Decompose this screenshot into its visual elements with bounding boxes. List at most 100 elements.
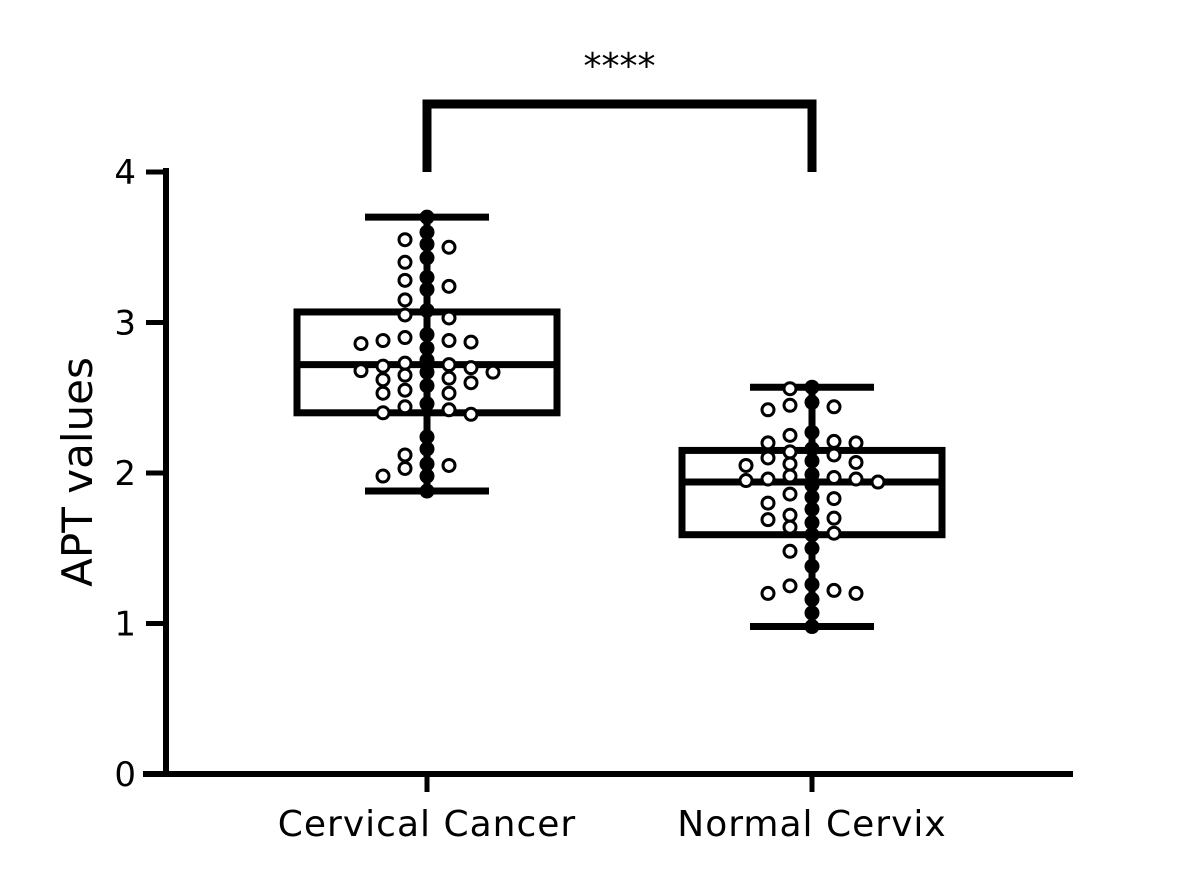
data-point bbox=[375, 358, 391, 374]
data-point bbox=[804, 453, 820, 469]
data-point bbox=[419, 281, 435, 297]
data-point bbox=[463, 375, 479, 391]
y-tick-label: 1 bbox=[114, 605, 136, 645]
data-point bbox=[782, 444, 798, 460]
data-point bbox=[848, 585, 864, 601]
data-point bbox=[397, 272, 413, 288]
data-point bbox=[760, 471, 776, 487]
data-point bbox=[397, 355, 413, 371]
data-point bbox=[419, 236, 435, 252]
data-point bbox=[419, 429, 435, 445]
data-point bbox=[419, 209, 435, 225]
data-point bbox=[397, 382, 413, 398]
data-point bbox=[419, 468, 435, 484]
data-point bbox=[397, 460, 413, 476]
y-tick-label: 2 bbox=[114, 454, 136, 494]
data-point bbox=[804, 527, 820, 543]
data-point bbox=[463, 360, 479, 376]
data-point bbox=[804, 605, 820, 621]
data-point bbox=[419, 364, 435, 380]
data-point bbox=[782, 543, 798, 559]
data-point bbox=[782, 427, 798, 443]
data-point bbox=[804, 619, 820, 635]
data-point bbox=[782, 578, 798, 594]
data-point bbox=[375, 468, 391, 484]
data-point bbox=[419, 396, 435, 412]
data-point bbox=[826, 525, 842, 541]
data-point bbox=[419, 378, 435, 394]
data-point bbox=[441, 239, 457, 255]
x-category-label: Cervical Cancer bbox=[278, 804, 576, 845]
data-point bbox=[826, 582, 842, 598]
data-point bbox=[782, 519, 798, 535]
data-point bbox=[397, 307, 413, 323]
data-point bbox=[760, 402, 776, 418]
data-point bbox=[463, 406, 479, 422]
data-point bbox=[463, 334, 479, 350]
significance-bracket-line bbox=[422, 99, 817, 172]
significance-bracket: **** bbox=[422, 46, 817, 172]
data-point bbox=[760, 450, 776, 466]
significance-label: **** bbox=[584, 46, 656, 87]
data-point bbox=[738, 473, 754, 489]
data-point bbox=[738, 457, 754, 473]
data-point bbox=[397, 447, 413, 463]
data-point bbox=[441, 310, 457, 326]
data-point bbox=[804, 424, 820, 440]
y-tick-label: 4 bbox=[114, 153, 136, 193]
data-point bbox=[848, 454, 864, 470]
data-point bbox=[485, 364, 501, 380]
y-ticks: 0 1 2 3 4 bbox=[114, 153, 166, 795]
data-point bbox=[441, 385, 457, 401]
data-point bbox=[397, 292, 413, 308]
data-point bbox=[782, 486, 798, 502]
data-point bbox=[419, 483, 435, 499]
data-point bbox=[375, 372, 391, 388]
data-point bbox=[353, 363, 369, 379]
data-point bbox=[419, 250, 435, 266]
data-point bbox=[760, 512, 776, 528]
data-point bbox=[804, 379, 820, 395]
data-point bbox=[804, 576, 820, 592]
data-point bbox=[848, 435, 864, 451]
data-point bbox=[804, 441, 820, 457]
data-point bbox=[826, 491, 842, 507]
data-point bbox=[848, 471, 864, 487]
data-point bbox=[804, 501, 820, 517]
data-point bbox=[804, 515, 820, 531]
data-point bbox=[375, 405, 391, 421]
data-point bbox=[782, 468, 798, 484]
data-point bbox=[441, 357, 457, 373]
data-point bbox=[397, 399, 413, 415]
data-point bbox=[760, 495, 776, 511]
data-point bbox=[419, 340, 435, 356]
data-point bbox=[826, 510, 842, 526]
data-point bbox=[870, 474, 886, 490]
x-ticks: Cervical Cancer Normal Cervix bbox=[278, 774, 946, 845]
data-point bbox=[441, 457, 457, 473]
y-axis-title: APT values bbox=[53, 357, 102, 587]
y-tick-label: 3 bbox=[114, 304, 136, 344]
data-point bbox=[826, 399, 842, 415]
data-point bbox=[397, 232, 413, 248]
chart-axes: 0 1 2 3 4 Cervical Cancer Normal Cervix bbox=[114, 153, 1073, 845]
data-point bbox=[419, 456, 435, 472]
data-point bbox=[826, 447, 842, 463]
data-point bbox=[419, 269, 435, 285]
box-group bbox=[678, 379, 946, 635]
data-point bbox=[419, 441, 435, 457]
data-point bbox=[804, 394, 820, 410]
data-point bbox=[760, 585, 776, 601]
data-point bbox=[782, 381, 798, 397]
data-point bbox=[397, 254, 413, 270]
data-point bbox=[441, 402, 457, 418]
data-point bbox=[353, 336, 369, 352]
data-point bbox=[419, 327, 435, 343]
data-point bbox=[804, 489, 820, 505]
y-tick-label: 0 bbox=[114, 755, 136, 795]
data-point bbox=[419, 302, 435, 318]
data-point bbox=[419, 352, 435, 368]
data-point bbox=[441, 333, 457, 349]
data-point bbox=[826, 433, 842, 449]
